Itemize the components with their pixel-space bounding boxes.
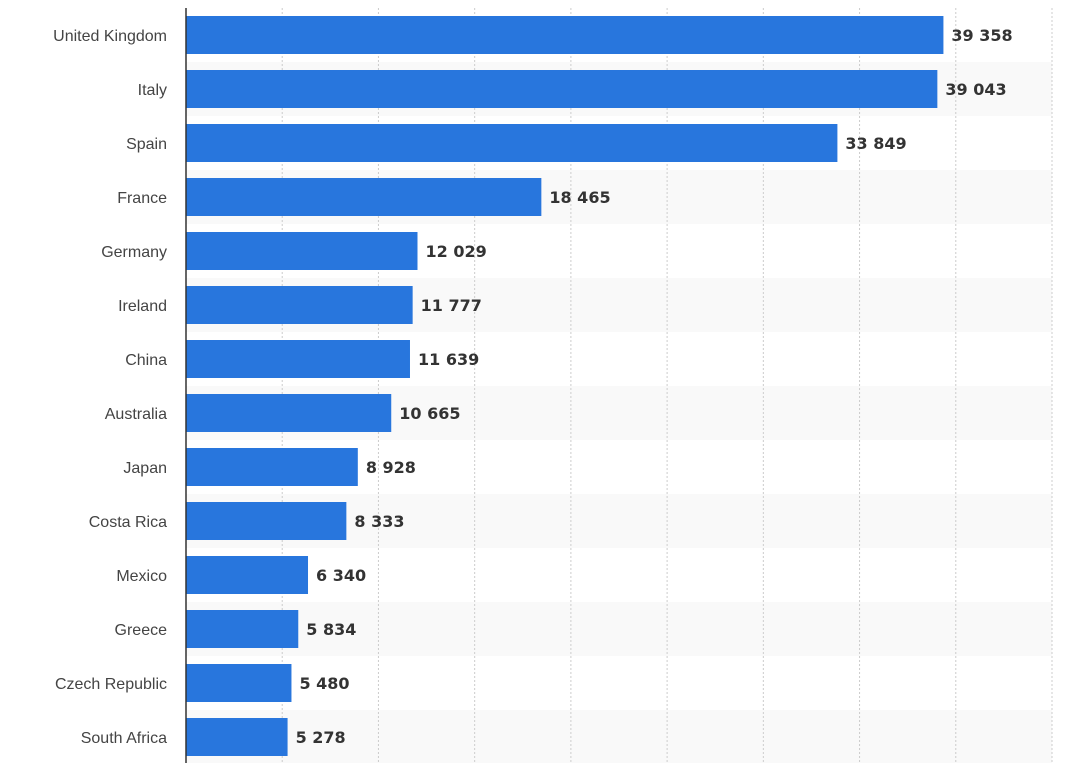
value-labels: 39 358 39 043 33 849 18 465 12 029 11 777 11 6… [296,26,1013,747]
value-label: 39 358 [951,26,1012,45]
bar [186,502,347,540]
value-label: 8 928 [366,458,416,477]
category-label: Japan [123,460,167,477]
bars [186,16,944,756]
category-label: Ireland [118,298,167,315]
bar [186,394,392,432]
value-label: 11 777 [421,296,482,315]
bar [186,448,358,486]
bar [186,610,299,648]
value-label: 12 029 [425,242,486,261]
value-label: 5 834 [306,620,356,639]
bar [186,664,292,702]
value-label: 8 333 [354,512,404,531]
category-label: United Kingdom [53,28,167,45]
value-label: 5 278 [296,728,346,747]
bar [186,232,418,270]
category-label: Italy [138,82,167,99]
category-labels: United Kingdom Italy Spain France Germany Ire… [53,28,167,747]
category-label: Australia [105,406,167,423]
bar [186,286,413,324]
value-label: 10 665 [399,404,460,423]
category-label: China [125,352,167,369]
bar [186,340,410,378]
bar [186,70,938,108]
value-label: 11 639 [418,350,479,369]
value-label: 39 043 [945,80,1006,99]
category-label: Costa Rica [89,514,167,531]
bar [186,178,542,216]
value-label: 18 465 [549,188,610,207]
row-band [186,710,1052,763]
value-label: 6 340 [316,566,366,585]
category-label: Greece [115,622,168,639]
value-label: 5 480 [299,674,349,693]
bar [186,16,944,54]
category-label: Spain [126,136,167,153]
category-label: France [117,190,167,207]
bar [186,718,288,756]
category-label: Czech Republic [55,676,167,693]
category-label: Mexico [116,568,167,585]
bar [186,124,838,162]
category-label: South Africa [81,730,167,747]
row-band [186,602,1052,656]
bar [186,556,309,594]
category-label: Germany [101,244,167,261]
value-label: 33 849 [845,134,906,153]
